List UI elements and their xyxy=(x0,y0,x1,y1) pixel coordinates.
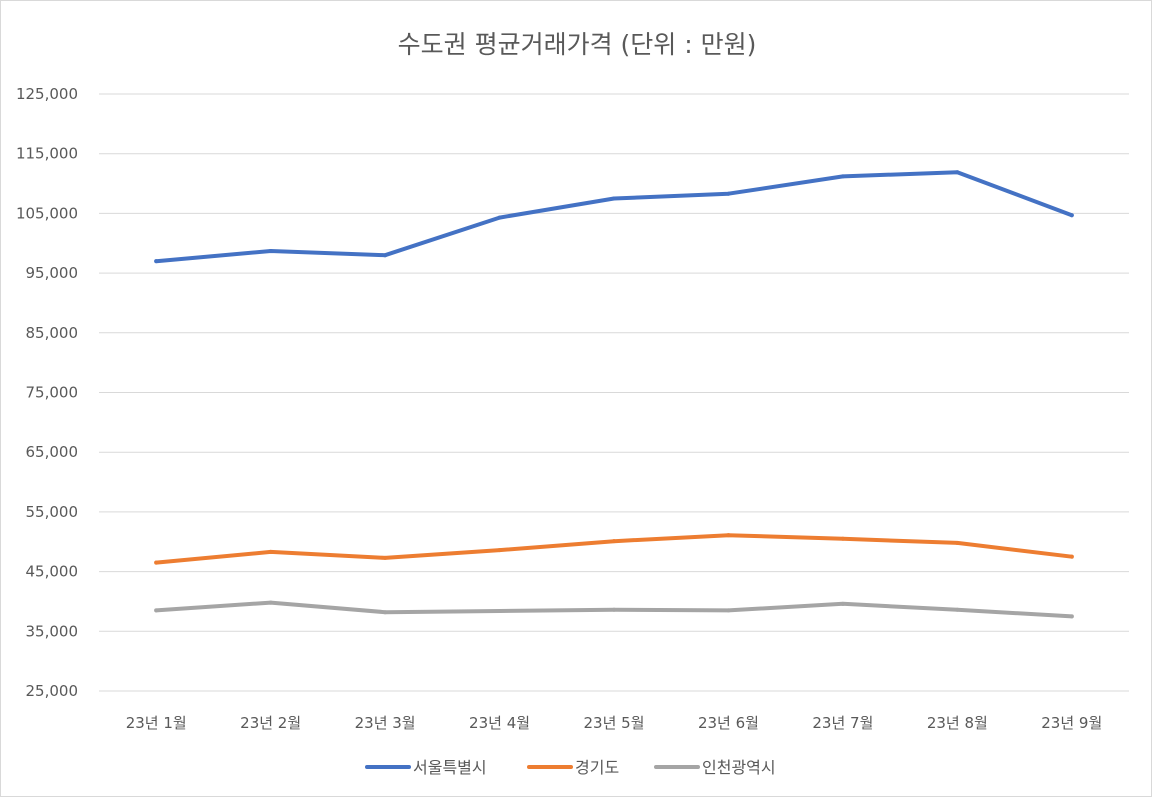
data-point xyxy=(840,536,845,541)
y-tick-label: 115,000 xyxy=(16,145,78,163)
series-lines xyxy=(154,170,1074,619)
x-tick-label: 23년 9월 xyxy=(1041,714,1102,732)
data-point xyxy=(612,539,616,544)
y-tick-label: 45,000 xyxy=(26,563,79,581)
x-tick-label: 23년 8월 xyxy=(927,714,988,732)
x-tick-label: 23년 4월 xyxy=(469,714,530,732)
legend-item: 경기도 xyxy=(527,758,619,777)
y-tick-label: 85,000 xyxy=(26,324,79,342)
x-tick-label: 23년 1월 xyxy=(126,714,187,732)
y-tick-label: 35,000 xyxy=(26,622,79,640)
data-point xyxy=(726,533,731,538)
data-point xyxy=(497,548,502,553)
data-point xyxy=(154,608,159,613)
legend-item: 인천광역시 xyxy=(654,758,776,777)
data-point xyxy=(955,540,960,545)
legend-label: 서울특별시 xyxy=(413,758,487,777)
x-axis-ticks: 23년 1월 23년 2월 23년 3월 23년 4월 23년 5월 23년 6월 23년 … xyxy=(126,714,1103,732)
chart-title: 수도권 평균거래가격 (단위 : 만원) xyxy=(398,30,757,59)
x-tick-label: 23년 5월 xyxy=(584,714,645,732)
x-tick-label: 23년 3월 xyxy=(355,714,416,732)
data-point xyxy=(383,610,388,615)
legend-label: 경기도 xyxy=(575,758,619,777)
legend: 서울특별시 경기도 인천광역시 xyxy=(365,758,776,777)
data-point xyxy=(612,607,616,612)
x-tick-label: 23년 6월 xyxy=(698,714,759,732)
data-point xyxy=(612,196,616,201)
y-tick-label: 25,000 xyxy=(26,682,79,700)
data-point xyxy=(726,608,731,613)
y-tick-label: 65,000 xyxy=(26,443,79,461)
x-tick-label: 23년 7월 xyxy=(812,714,873,732)
legend-item: 서울특별시 xyxy=(365,758,487,777)
data-point xyxy=(268,549,273,554)
legend-label: 인천광역시 xyxy=(702,758,776,777)
y-tick-label: 75,000 xyxy=(26,384,79,402)
y-tick-label: 125,000 xyxy=(16,85,78,103)
data-point xyxy=(497,609,502,614)
data-point xyxy=(154,560,159,565)
data-point xyxy=(726,191,731,196)
series-line-0 xyxy=(154,170,1074,264)
data-point xyxy=(497,215,502,220)
data-point xyxy=(955,170,960,175)
data-point xyxy=(1069,213,1074,218)
gridlines xyxy=(99,93,1129,692)
data-point xyxy=(268,600,273,605)
y-axis-ticks: 25,000 35,000 45,000 55,000 65,000 75,000 85,0… xyxy=(16,85,78,700)
y-tick-label: 55,000 xyxy=(26,503,79,521)
data-point xyxy=(840,601,845,606)
x-tick-label: 23년 2월 xyxy=(240,714,301,732)
y-tick-label: 105,000 xyxy=(16,204,78,222)
data-point xyxy=(840,174,845,179)
data-point xyxy=(1069,614,1074,619)
data-point xyxy=(268,249,273,254)
data-point xyxy=(154,259,159,264)
data-point xyxy=(955,607,960,612)
data-point xyxy=(383,555,388,560)
y-tick-label: 95,000 xyxy=(26,264,79,282)
data-point xyxy=(383,253,388,258)
data-point xyxy=(1069,554,1074,559)
